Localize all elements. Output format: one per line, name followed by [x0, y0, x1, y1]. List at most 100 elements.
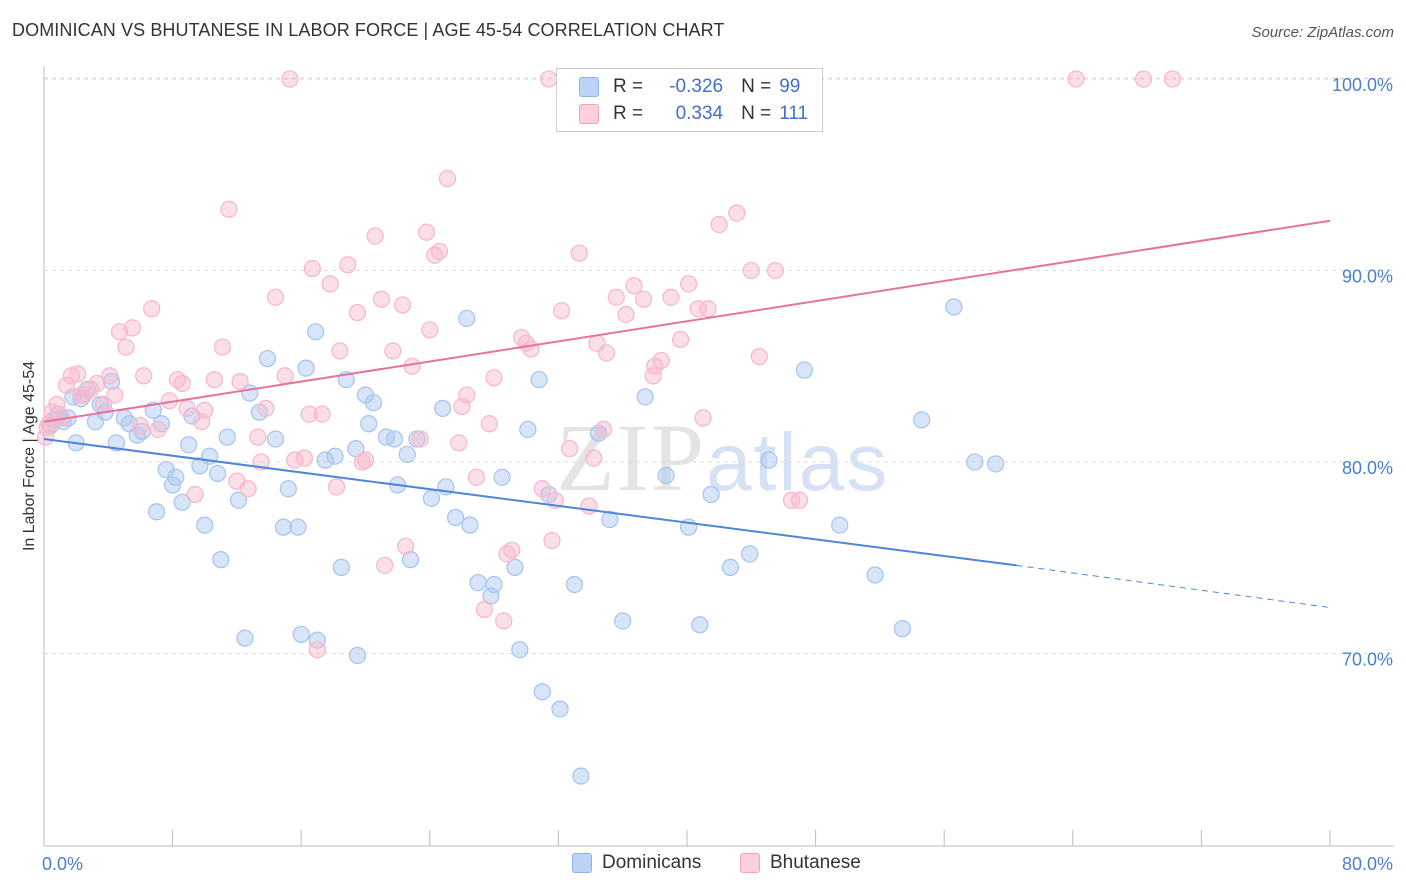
legend-n-label: N = — [741, 103, 772, 124]
point-bhutanese — [694, 409, 712, 427]
axes-layer — [43, 66, 1394, 847]
point-bhutanese — [131, 416, 150, 435]
y-tick-label: 90.0% — [1342, 267, 1393, 287]
point-dominicans — [760, 451, 778, 469]
point-bhutanese — [308, 641, 326, 659]
point-dominicans — [218, 428, 236, 446]
point-bhutanese — [339, 256, 357, 274]
legend-row-bhutanese: R = 0.334 N = 111 — [579, 101, 808, 127]
point-dominicans — [279, 480, 297, 498]
point-bhutanese — [376, 556, 394, 575]
point-dominicans — [530, 371, 548, 389]
point-bhutanese — [662, 288, 680, 306]
point-bhutanese — [782, 491, 801, 509]
legend-row-dominicans: R = -0.326 N = 99 — [579, 74, 800, 100]
point-dominicans — [229, 491, 248, 509]
legend-n-value: 111 — [779, 103, 809, 124]
point-bhutanese — [750, 348, 768, 366]
point-dominicans — [795, 361, 813, 379]
point-bhutanese — [257, 399, 275, 418]
point-bhutanese — [303, 259, 322, 278]
point-dominicans — [461, 516, 479, 534]
point-dominicans — [308, 631, 326, 649]
x-tick-label-min: 0.0% — [42, 854, 83, 874]
point-dominicans — [572, 767, 590, 785]
point-bhutanese — [205, 371, 224, 389]
point-bhutanese — [72, 386, 90, 404]
point-bhutanese — [178, 399, 196, 418]
point-bhutanese — [689, 300, 707, 318]
point-dominicans — [691, 616, 709, 634]
y-tick-label: 70.0% — [1342, 650, 1393, 670]
points-layer — [36, 70, 1182, 785]
point-bhutanese — [625, 277, 643, 295]
point-dominicans — [434, 399, 452, 418]
x-tick-label-max: 80.0% — [1342, 854, 1393, 874]
point-dominicans — [446, 508, 465, 527]
point-bhutanese — [766, 261, 785, 280]
point-bhutanese — [597, 344, 616, 362]
point-dominicans — [173, 493, 191, 511]
y-tick-label: 100.0% — [1332, 75, 1393, 95]
trend-line-dominicans — [43, 438, 1017, 567]
point-dominicans — [565, 575, 584, 594]
point-bhutanese — [585, 449, 603, 467]
point-bhutanese — [192, 413, 211, 431]
point-bhutanese — [213, 338, 232, 356]
point-bhutanese — [475, 600, 494, 619]
point-dominicans — [326, 447, 344, 465]
point-bhutanese — [552, 302, 571, 320]
point-dominicans — [258, 349, 277, 368]
point-dominicans — [297, 359, 315, 377]
point-bhutanese — [540, 70, 558, 88]
point-bhutanese — [397, 537, 415, 555]
y-axis-title: In Labor Force | Age 45-54 — [21, 361, 38, 551]
chart-title: DOMINICAN VS BHUTANESE IN LABOR FORCE | … — [12, 20, 725, 40]
point-bhutanese — [450, 434, 468, 452]
legend-r-value: -0.326 — [669, 76, 724, 97]
legend-r-value: 0.334 — [675, 103, 724, 124]
point-bhutanese — [281, 70, 299, 88]
point-bhutanese — [228, 472, 246, 490]
point-dominicans — [893, 619, 912, 638]
point-bhutanese — [173, 374, 191, 393]
point-dominicans — [236, 629, 254, 647]
point-dominicans — [966, 453, 984, 471]
point-dominicans — [614, 612, 632, 630]
point-dominicans — [422, 489, 441, 508]
legend-label-dominicans: Dominicans — [602, 852, 702, 873]
point-bhutanese — [295, 449, 314, 467]
point-bhutanese — [543, 531, 561, 550]
point-bhutanese — [679, 275, 698, 293]
point-dominicans — [551, 700, 569, 718]
point-bhutanese — [331, 342, 349, 360]
point-bhutanese — [495, 612, 513, 630]
correlation-legend: R = -0.326 N = 99 R = 0.334 N = 111 — [556, 68, 823, 132]
point-dominicans — [385, 430, 404, 448]
point-bhutanese — [101, 367, 119, 385]
point-dominicans — [115, 409, 134, 427]
point-bhutanese — [393, 296, 412, 314]
trend-line-ext-dominicans — [1016, 564, 1331, 609]
point-dominicans — [307, 323, 325, 341]
point-bhutanese — [348, 303, 367, 322]
point-bhutanese — [480, 415, 498, 433]
point-bhutanese — [580, 497, 598, 515]
point-bhutanese — [117, 338, 135, 356]
point-dominicans — [519, 420, 537, 439]
point-bhutanese — [57, 376, 76, 395]
watermark-zip: ZIP — [556, 404, 706, 511]
legend-r-label: R = — [613, 103, 644, 124]
point-bhutanese — [467, 468, 486, 486]
point-bhutanese — [646, 357, 664, 375]
point-bhutanese — [106, 386, 124, 404]
point-dominicans — [316, 451, 334, 469]
point-bhutanese — [485, 369, 503, 387]
point-bhutanese — [48, 395, 66, 414]
point-dominicans — [831, 516, 849, 534]
point-bhutanese — [517, 334, 535, 352]
point-bhutanese — [742, 261, 760, 280]
point-bhutanese — [438, 169, 457, 188]
point-bhutanese — [276, 367, 294, 385]
point-dominicans — [163, 476, 182, 494]
